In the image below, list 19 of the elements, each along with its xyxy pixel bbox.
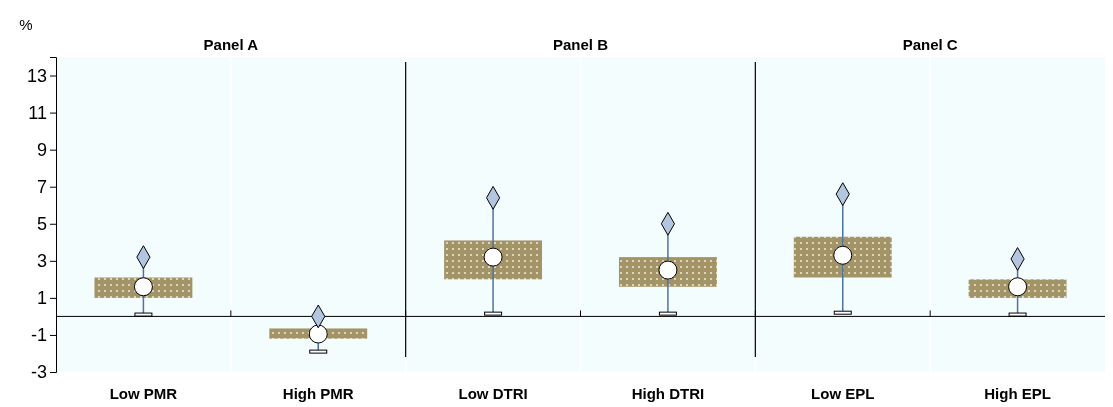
x-tick-label: Low DTRI	[458, 385, 528, 402]
y-tick-label: -3	[30, 362, 47, 383]
y-tick-label: 1	[36, 288, 47, 309]
text: Panel C	[902, 36, 958, 53]
x-tick-label: High EPL	[984, 385, 1051, 402]
y-tick-label: 11	[28, 102, 47, 123]
y-tick-label: 9	[36, 139, 47, 160]
x-tick-label: Low EPL	[811, 385, 875, 402]
y-axis-title: %	[19, 16, 33, 33]
y-tick-label: 5	[36, 214, 47, 235]
x-tick-label: Low PMR	[109, 385, 178, 402]
y-tick-label: 3	[36, 251, 47, 272]
text: Panel A	[203, 36, 259, 53]
y-tick-label: 13	[26, 65, 47, 86]
x-tick-label: High PMR	[282, 385, 354, 402]
text: Panel B	[552, 36, 609, 53]
y-tick-label: -1	[30, 325, 47, 346]
y-tick-label: 7	[36, 176, 47, 197]
x-tick-label: High DTRI	[631, 385, 705, 402]
